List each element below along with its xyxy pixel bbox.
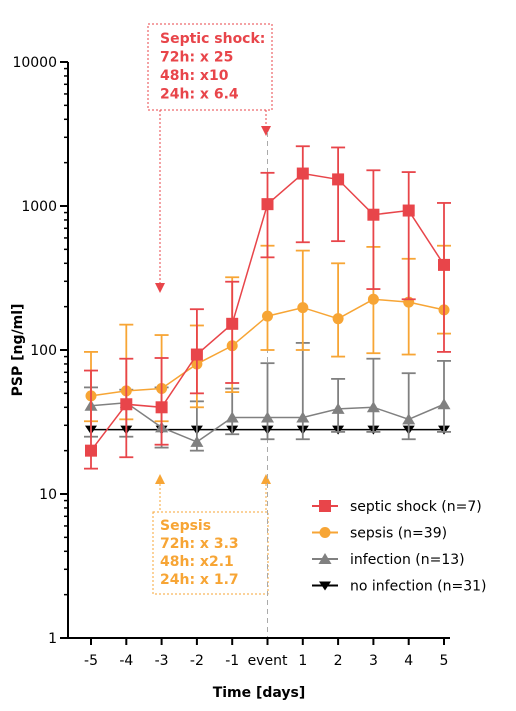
x-tick-label: 1 [298,653,307,669]
x-tick-label: -4 [119,653,133,669]
legend-marker [319,581,331,591]
annotation-line: Septic shock: [160,31,265,47]
legend-label: sepsis (n=39) [350,526,447,542]
annotation-line: 72h: x 3.3 [160,536,239,552]
data-point [85,444,97,457]
series-square [84,145,451,470]
annotation-line: 48h: x10 [160,68,229,84]
legend-item: no infection (n=31) [312,579,487,595]
legend-item: septic shock (n=7) [312,499,482,515]
legend-label: infection (n=13) [350,552,465,568]
data-point [367,293,379,305]
y-tick-label: 10000 [12,55,57,71]
x-tick-label: -2 [190,653,204,669]
x-tick-label: -1 [225,653,239,669]
data-point [261,411,274,423]
annotation-sepsis: Sepsis 72h: x 3.3 48h: x2.1 24h: x 1.7 [152,474,271,595]
x-tick-label: 5 [440,653,449,669]
data-point [332,173,345,186]
legend-item: sepsis (n=39) [312,526,447,542]
x-tick-label: 2 [334,653,343,669]
annotation-line: 48h: x2.1 [160,554,234,570]
data-point [296,167,309,180]
data-point [332,313,344,325]
legend-marker [319,500,331,512]
y-tick-label: 10 [39,487,57,503]
data-point [225,411,239,423]
y-tick-label: 1000 [21,199,57,215]
data-point [155,401,168,414]
arrow-up-icon [155,474,165,484]
annotation-line: Sepsis [160,518,211,534]
arrow-up-icon [261,474,271,484]
annotation-box [147,23,273,111]
y-axis-title: PSP [ng/ml] [10,304,26,397]
data-point [366,401,380,413]
annotation-line: 72h: x 25 [160,50,233,66]
arrow-down-icon [155,283,165,293]
y-tick-label: 1 [48,631,57,647]
annotation-box [152,511,269,595]
x-tick-label: 4 [404,653,413,669]
data-point [190,435,204,447]
data-point [226,317,239,330]
annotation-line: 24h: x 6.4 [160,87,239,103]
legend-label: septic shock (n=7) [350,499,482,515]
x-tick-label: -5 [84,653,98,669]
arrow-down-icon [261,126,271,136]
y-tick-label: 100 [30,343,57,359]
x-tick-label: 3 [369,653,378,669]
legend-label: no infection (n=31) [350,579,487,595]
data-point [190,348,203,361]
legend-marker [319,527,331,538]
annotation-septic-shock: Septic shock: 72h: x 25 48h: x10 24h: x 6.4 [147,23,273,293]
legend-marker [318,553,332,564]
data-point [437,398,451,410]
x-tick-label: -3 [155,653,169,669]
data-point [331,402,345,414]
data-point [402,413,416,425]
data-point [120,398,133,411]
data-point [402,204,415,217]
x-tick-label: event [248,653,288,669]
annotation-line: 24h: x 1.7 [160,572,239,588]
data-point [261,198,274,211]
data-point [296,411,310,423]
data-point [262,310,273,322]
data-point [438,258,450,271]
x-axis-title: Time [days] [213,685,306,701]
legend-item: infection (n=13) [312,552,465,568]
data-point [297,302,309,314]
data-point [367,208,380,221]
